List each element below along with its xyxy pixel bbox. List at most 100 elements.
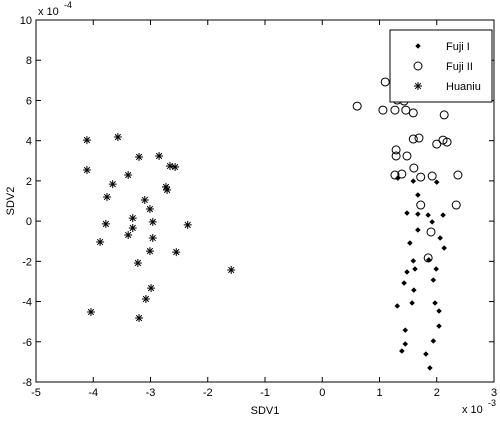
- legend-label: Fuji II: [446, 61, 473, 73]
- data-point: [423, 351, 429, 357]
- data-point: [165, 162, 174, 171]
- y-tick-label: 6: [26, 95, 32, 107]
- data-point: [402, 327, 409, 333]
- data-point: [391, 151, 401, 161]
- data-point: [430, 277, 437, 283]
- data-point: [394, 303, 401, 309]
- data-point: [436, 308, 442, 314]
- data-point: [404, 269, 410, 275]
- data-point: [429, 219, 436, 225]
- x-tick-label: -3: [146, 387, 156, 399]
- data-point: [171, 163, 180, 172]
- data-point: [82, 166, 91, 175]
- data-point: [378, 105, 388, 115]
- data-point: [427, 365, 433, 371]
- x-multiplier-exponent: -3: [488, 398, 496, 408]
- data-point: [148, 217, 157, 226]
- y-tick-label: -2: [22, 256, 32, 268]
- data-point: [409, 300, 415, 306]
- y-tick-label: -6: [22, 337, 32, 349]
- data-point: [135, 152, 144, 161]
- data-point: [133, 258, 142, 267]
- x-multiplier: x 10: [462, 404, 483, 416]
- x-tick-label: 2: [434, 387, 440, 399]
- data-point: [145, 247, 154, 256]
- data-point: [410, 258, 417, 264]
- data-point: [141, 294, 150, 303]
- legend-marker: [414, 82, 422, 90]
- data-point: [440, 212, 446, 218]
- data-point: [408, 108, 418, 118]
- data-point: [148, 234, 157, 243]
- x-tick-label: 3: [491, 387, 497, 399]
- data-point: [96, 238, 105, 247]
- x-axis-label: SDV1: [251, 405, 280, 417]
- data-point: [380, 77, 390, 87]
- data-point: [227, 265, 236, 274]
- data-point: [390, 170, 400, 180]
- data-point: [453, 170, 463, 180]
- x-tick-label: -2: [203, 387, 213, 399]
- data-point: [415, 192, 421, 198]
- data-point: [416, 200, 426, 210]
- legend: [389, 29, 493, 103]
- legend-marker: [413, 61, 423, 71]
- data-point: [128, 214, 137, 223]
- data-point: [414, 133, 424, 143]
- data-point: [402, 151, 412, 161]
- data-point: [401, 280, 407, 286]
- data-point: [432, 139, 442, 149]
- data-point: [425, 257, 432, 263]
- data-point: [426, 227, 436, 237]
- data-point: [432, 300, 438, 306]
- data-point: [135, 314, 144, 323]
- data-point: [145, 205, 154, 214]
- y-multiplier: x 10: [38, 6, 59, 18]
- data-point: [406, 240, 413, 246]
- data-point: [415, 211, 421, 217]
- x-tick-label: -1: [260, 387, 270, 399]
- data-point: [102, 192, 111, 201]
- data-point: [352, 101, 362, 111]
- x-tick-label: -4: [88, 387, 98, 399]
- data-point: [409, 163, 419, 173]
- data-point: [86, 308, 95, 317]
- data-point: [439, 110, 449, 120]
- data-point: [113, 133, 122, 142]
- data-point: [408, 134, 418, 144]
- data-point: [108, 180, 117, 189]
- data-point: [402, 341, 409, 347]
- data-point: [101, 219, 110, 228]
- y-tick-label: -4: [22, 297, 32, 309]
- data-point: [128, 223, 137, 232]
- data-point: [397, 169, 407, 179]
- data-point: [425, 212, 432, 218]
- data-point: [410, 287, 417, 293]
- data-point: [155, 151, 164, 160]
- data-point: [404, 210, 410, 216]
- y-multiplier-exponent: -4: [64, 0, 72, 10]
- x-tick-label: 1: [376, 387, 382, 399]
- data-point: [441, 245, 448, 251]
- data-point: [140, 195, 149, 204]
- y-tick-label: 8: [26, 55, 32, 67]
- legend-label: Huaniu: [446, 81, 481, 93]
- y-tick-label: 4: [26, 136, 32, 148]
- legend-label: Fuji I: [446, 41, 470, 53]
- data-point: [433, 179, 440, 185]
- data-point: [423, 253, 433, 263]
- y-tick-label: 0: [26, 216, 32, 228]
- data-point: [427, 171, 437, 181]
- data-point: [82, 136, 91, 145]
- y-axis-label: SDV2: [5, 187, 17, 216]
- data-point: [161, 182, 170, 191]
- data-point: [436, 323, 442, 329]
- x-tick-label: 0: [319, 387, 325, 399]
- data-point: [391, 145, 401, 155]
- data-point: [147, 284, 156, 293]
- y-tick-label: 2: [26, 176, 32, 188]
- data-point: [390, 105, 400, 115]
- data-point: [442, 137, 452, 147]
- data-point: [430, 338, 437, 344]
